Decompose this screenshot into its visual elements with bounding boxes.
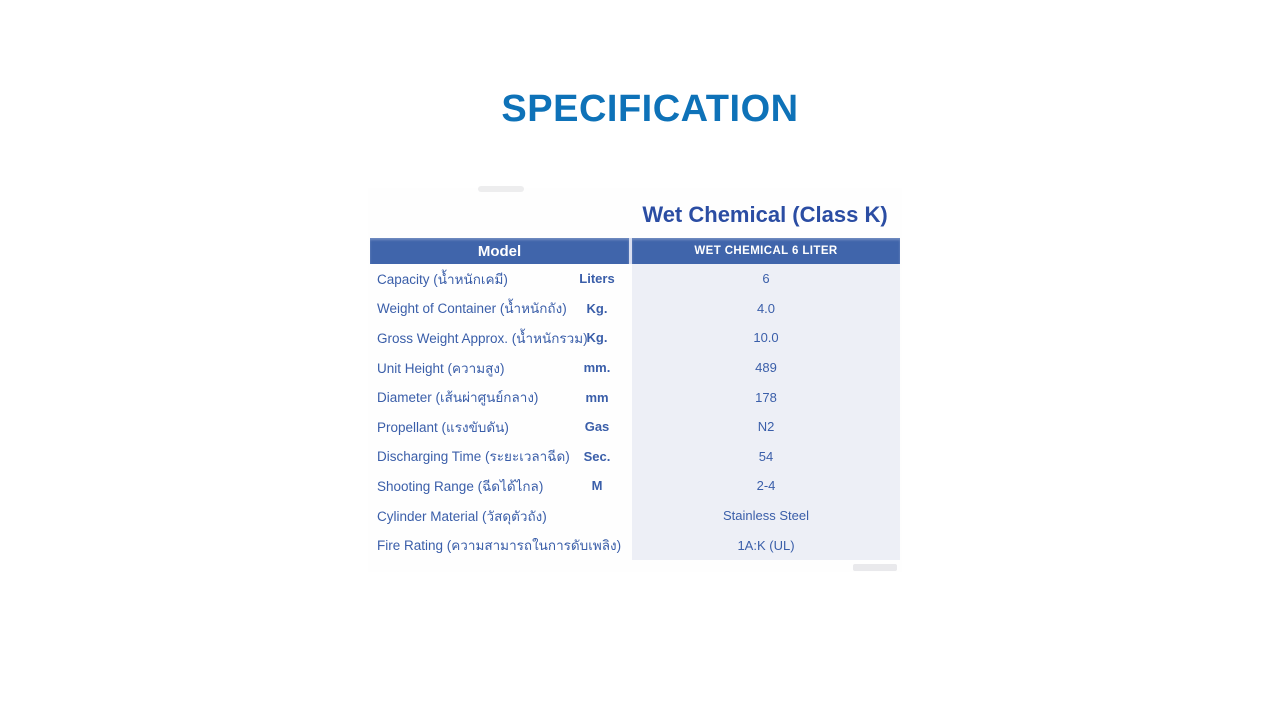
spec-unit: mm. [583, 360, 611, 376]
spec-label: Weight of Container (น้ำหนักถัง) [377, 301, 567, 317]
column-header-model-value: WET CHEMICAL 6 LITER [632, 238, 900, 264]
spec-value: 489 [632, 352, 900, 383]
table-row: Weight of Container (น้ำหนักถัง) Kg. 4.0 [370, 293, 900, 324]
spec-label: Unit Height (ความสูง) [377, 360, 505, 376]
table-row: Capacity (น้ำหนักเคมี) Liters 6 [370, 264, 900, 294]
spec-unit: mm [585, 389, 609, 405]
table-row: Shooting Range (ฉีดได้ไกล) M 2-4 [370, 471, 900, 501]
column-divider [629, 238, 632, 264]
spec-table-image: Wet Chemical (Class K) Model WET CHEMICA… [368, 188, 902, 572]
spec-value: Stainless Steel [632, 500, 900, 531]
spec-label: Shooting Range (ฉีดได้ไกล) [377, 478, 544, 494]
spec-label: Fire Rating (ความสามารถในการดับเพลิง) [377, 538, 622, 554]
scan-artifact [478, 186, 524, 192]
spec-value: 10.0 [632, 323, 900, 353]
column-header-model: Model [370, 238, 629, 264]
spec-value: 2-4 [632, 471, 900, 501]
spec-unit: Gas [584, 419, 610, 435]
table-row: Diameter (เส้นผ่าศูนย์กลาง) mm 178 [370, 382, 900, 412]
spec-value: 4.0 [632, 293, 900, 324]
spec-value: N2 [632, 411, 900, 442]
product-title: Wet Chemical (Class K) [642, 202, 888, 227]
table-row: Cylinder Material (วัสดุตัวถัง) Stainles… [370, 500, 900, 531]
spec-label: Discharging Time (ระยะเวลาฉีด) [377, 449, 570, 465]
table-header-bar: Model WET CHEMICAL 6 LITER [370, 238, 900, 264]
table-row: Discharging Time (ระยะเวลาฉีด) Sec. 54 [370, 441, 900, 472]
scan-artifact [853, 564, 897, 571]
table-row: Fire Rating (ความสามารถในการดับเพลิง) 1A… [370, 530, 900, 560]
spec-unit: Liters [579, 271, 615, 287]
spec-unit: Kg. [586, 330, 608, 346]
spec-unit: Kg. [586, 300, 608, 316]
spec-value: 1A:K (UL) [632, 530, 900, 560]
spec-label: Cylinder Material (วัสดุตัวถัง) [377, 508, 547, 524]
spec-table-body: Capacity (น้ำหนักเคมี) Liters 6 Weight o… [370, 264, 900, 560]
spec-label: Capacity (น้ำหนักเคมี) [377, 271, 508, 287]
table-row: Propellant (แรงขับดัน) Gas N2 [370, 411, 900, 442]
spec-value: 54 [632, 441, 900, 472]
spec-label: Propellant (แรงขับดัน) [377, 419, 509, 435]
table-row: Unit Height (ความสูง) mm. 489 [370, 352, 900, 383]
table-row: Gross Weight Approx. (น้ำหนักรวม) Kg. 10… [370, 323, 900, 353]
spec-value: 6 [632, 264, 900, 294]
spec-unit: M [591, 478, 603, 494]
spec-unit: Sec. [583, 448, 611, 464]
spec-label: Gross Weight Approx. (น้ำหนักรวม) [377, 330, 588, 346]
spec-label: Diameter (เส้นผ่าศูนย์กลาง) [377, 390, 539, 406]
page-title: SPECIFICATION [501, 88, 799, 130]
spec-value: 178 [632, 382, 900, 412]
